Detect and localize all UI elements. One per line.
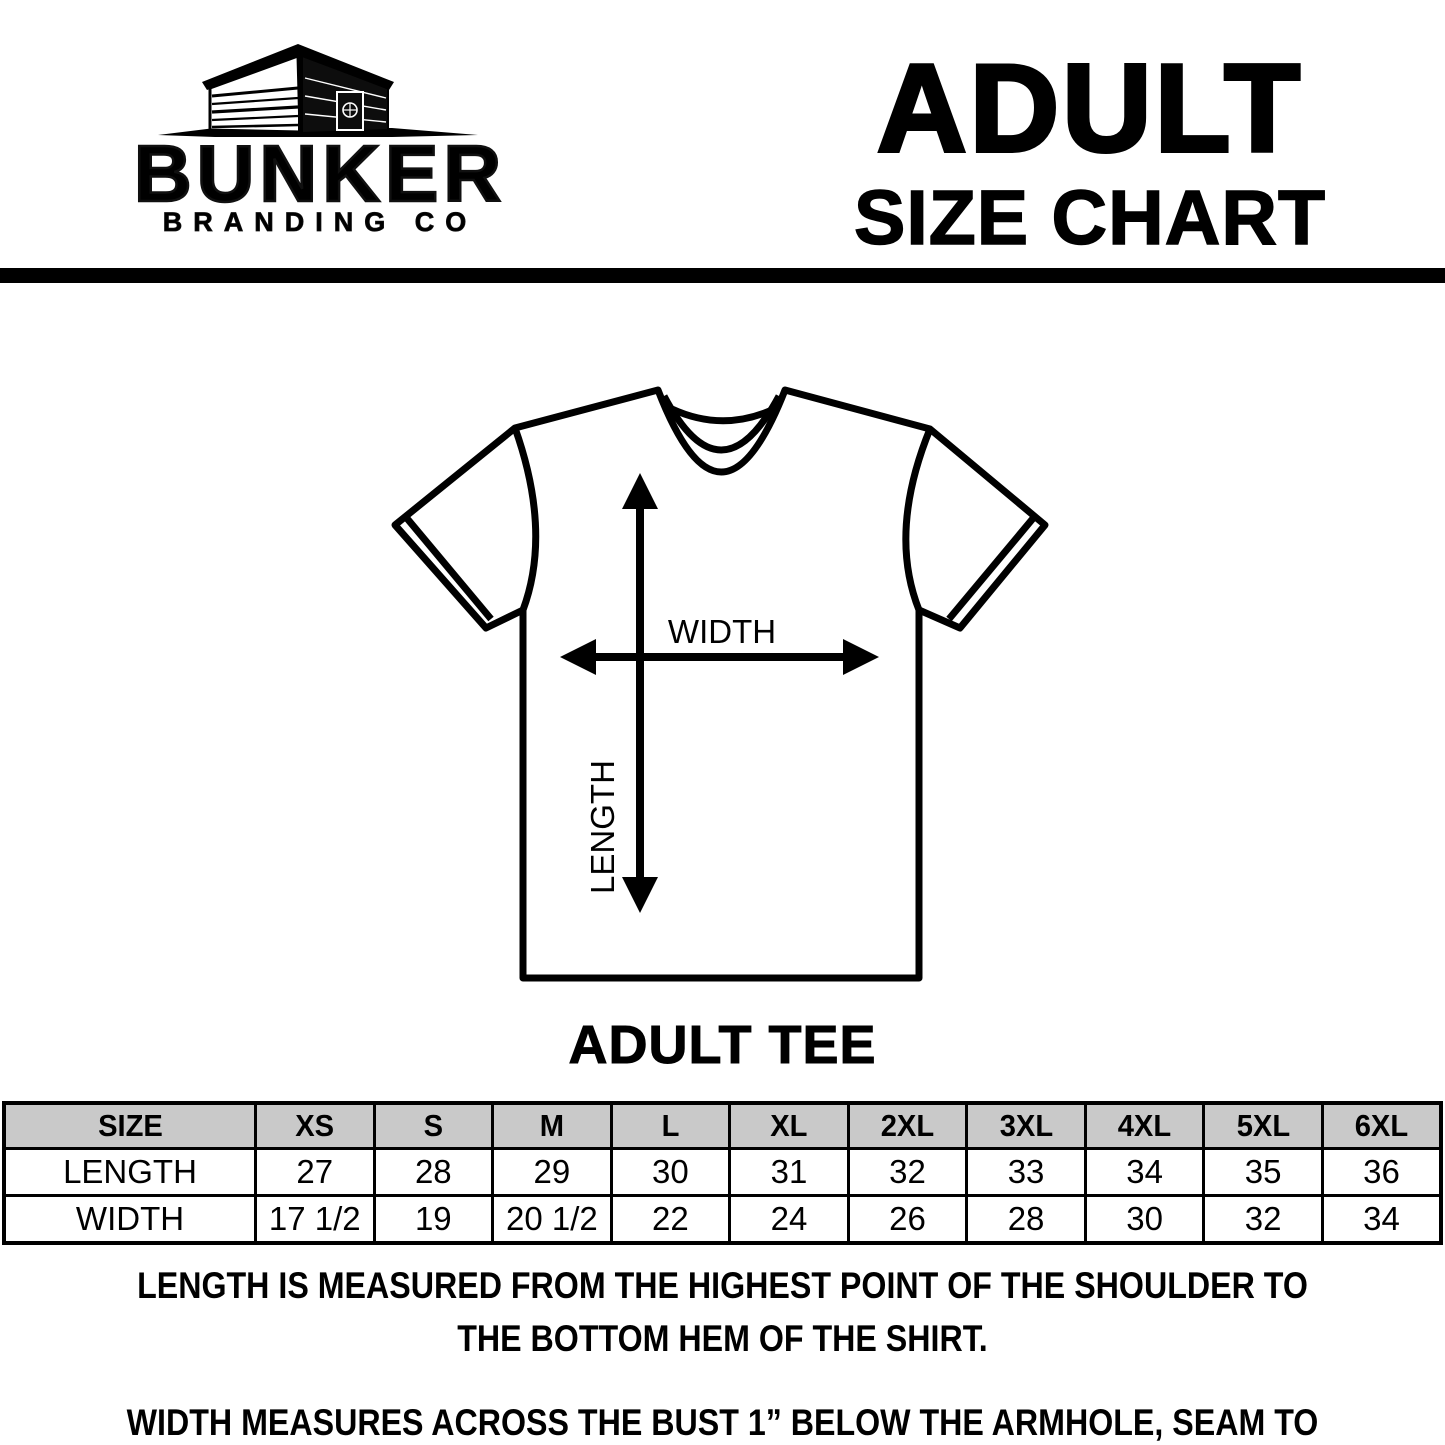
col-header-m: M [491,1101,613,1150]
col-header-xs: XS [254,1101,376,1150]
page-title: ADULT [875,40,1303,178]
width-value-m: 20 1/2 [491,1194,613,1245]
tee-diagram: WIDTH LENGTH [390,382,1050,982]
length-value-4xl: 34 [1083,1147,1206,1197]
length-value-s: 28 [372,1147,495,1197]
size-table-header-row: SIZE XS S M L XL 2XL 3XL 4XL 5XL 6XL [2,1101,1443,1150]
length-value-3xl: 33 [965,1147,1087,1197]
col-header-s: S [372,1101,495,1150]
bunker-building-icon [158,44,478,137]
length-value-6xl: 36 [1320,1147,1443,1197]
length-note: LENGTH IS MEASURED FROM THE HIGHEST POIN… [94,1259,1351,1365]
length-note-line2: THE BOTTOM HEM OF THE SHIRT. [457,1318,988,1359]
width-value-s: 19 [372,1194,495,1245]
length-arrow [622,473,658,913]
length-label: LENGTH [584,760,621,894]
col-header-3xl: 3XL [965,1101,1087,1150]
width-value-3xl: 28 [965,1194,1087,1245]
col-header-5xl: 5XL [1202,1101,1324,1150]
armhole-right [902,427,934,612]
cuff-line-right [946,513,1038,622]
size-table: SIZE XS S M L XL 2XL 3XL 4XL 5XL 6XL LEN… [2,1101,1443,1245]
length-note-line1: LENGTH IS MEASURED FROM THE HIGHEST POIN… [137,1265,1308,1306]
width-value-xl: 24 [728,1194,850,1245]
collar-back-arc [670,405,774,425]
brand-subtitle: BRANDING CO [162,207,478,238]
width-value-4xl: 30 [1083,1194,1206,1245]
width-row: WIDTH 17 1/2 19 20 1/2 22 24 26 28 30 32… [2,1194,1443,1245]
col-header-size: SIZE [2,1101,257,1150]
brand-name: BUNKER [133,129,507,218]
width-value-6xl: 34 [1320,1194,1443,1245]
tee-outline [391,386,1049,982]
width-value-xs: 17 1/2 [254,1194,376,1245]
page-title-block: ADULT SIZE CHART [820,40,1360,261]
length-value-xs: 27 [254,1147,376,1197]
armhole-left [511,426,540,612]
divider-bar [0,268,1445,283]
col-header-xl: XL [728,1101,850,1150]
length-value-2xl: 32 [846,1147,969,1197]
page-subtitle: SIZE CHART [853,175,1326,261]
length-row: LENGTH 27 28 29 30 31 32 33 34 35 36 [2,1147,1443,1197]
width-arrow [560,639,879,675]
width-value-2xl: 26 [846,1194,969,1245]
collar-inner-arc [660,394,783,454]
width-value-5xl: 32 [1202,1194,1324,1245]
roof-right [298,44,394,90]
col-header-6xl: 6XL [1320,1101,1443,1150]
col-header-l: L [609,1101,732,1150]
wood-slats [211,86,299,129]
length-value-xl: 31 [728,1147,850,1197]
width-note: WIDTH MEASURES ACROSS THE BUST 1” BELOW … [126,1402,1319,1443]
row-label-length: LENGTH [2,1147,257,1197]
width-value-l: 22 [609,1194,732,1245]
cuff-line-left [402,513,494,622]
roof-left [202,44,298,90]
col-header-4xl: 4XL [1083,1101,1206,1150]
length-value-5xl: 35 [1202,1147,1324,1197]
length-value-m: 29 [491,1147,613,1197]
col-header-2xl: 2XL [846,1101,969,1150]
length-value-l: 30 [609,1147,732,1197]
tee-drawing: WIDTH LENGTH [391,386,1049,982]
row-label-width: WIDTH [2,1194,257,1245]
brand-logo [130,40,520,140]
tee-caption: ADULT TEE [568,1015,877,1076]
width-label: WIDTH [668,613,776,650]
